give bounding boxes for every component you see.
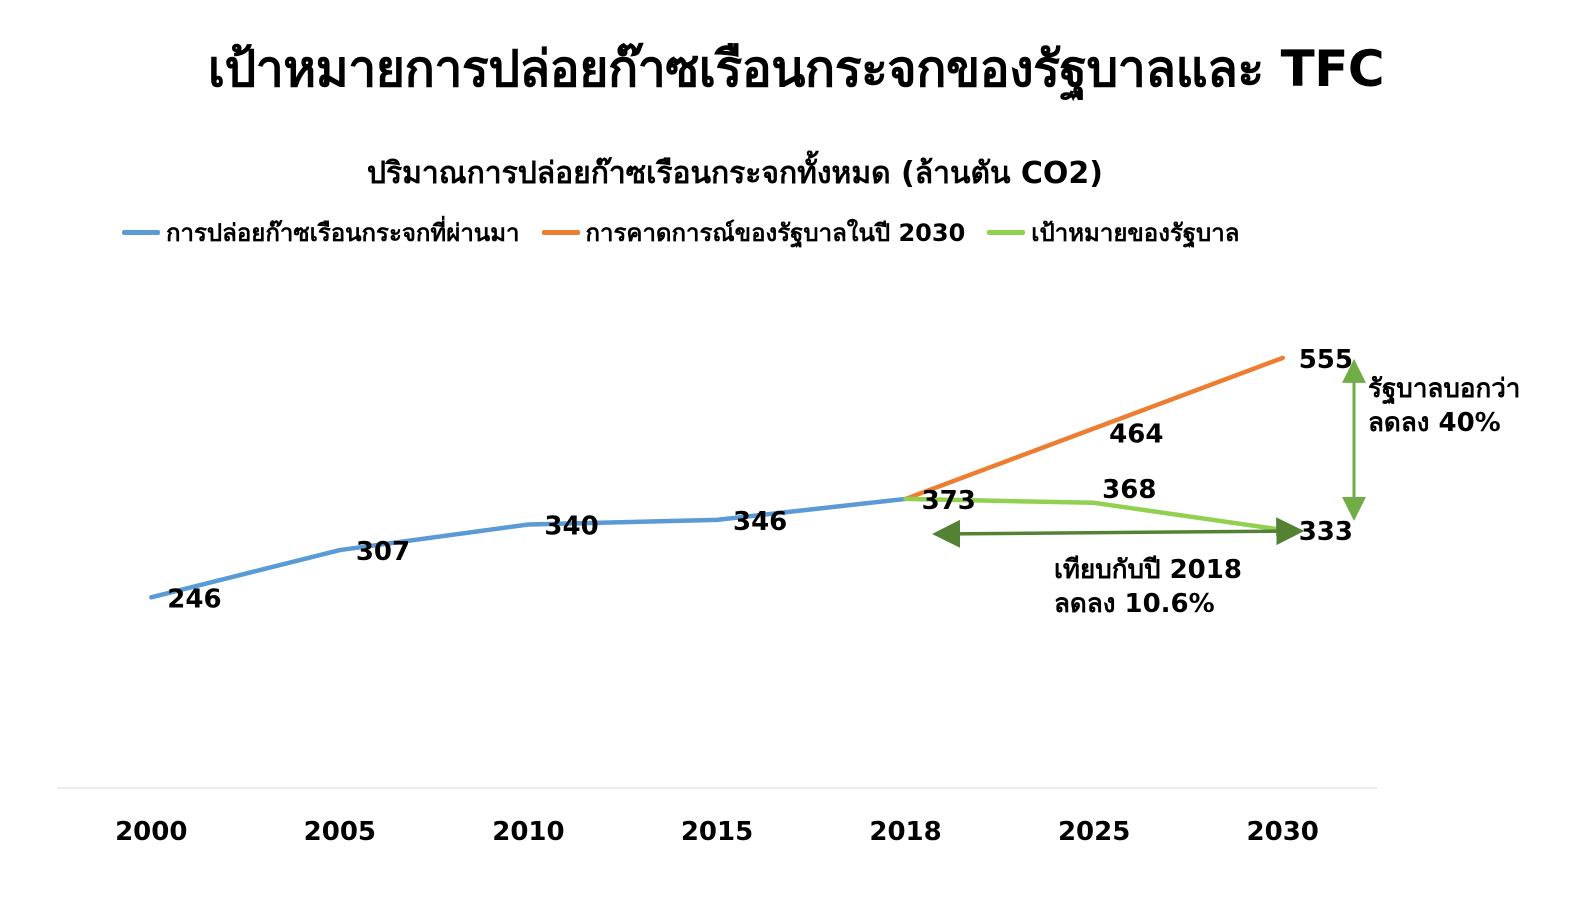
- legend-item-forecast: การคาดการณ์ของรัฐบาลในปี 2030: [541, 213, 966, 252]
- x-tick-label-2025: 2025: [1058, 817, 1130, 847]
- x-tick-label-2018: 2018: [869, 817, 941, 847]
- series-forecast-line: [903, 355, 1285, 502]
- legend-swatch-target: [987, 229, 1026, 235]
- series-historical-label-2018: 373: [922, 486, 976, 516]
- legend-label-historical: การปล่อยก๊าซเรือนกระจกที่ผ่านมา: [166, 218, 520, 247]
- legend-swatch-forecast: [541, 229, 580, 235]
- legend-label-forecast: การคาดการณ์ของรัฐบาลในปี 2030: [585, 218, 966, 247]
- annotation-vs-2018: เทียบกับปี 2018 ลดลง 10.6%: [1054, 553, 1242, 621]
- legend-item-historical: การปล่อยก๊าซเรือนกระจกที่ผ่านมา: [122, 213, 520, 252]
- x-tick-label-2005: 2005: [304, 817, 376, 847]
- annotation-vs-2018-line-1: เทียบกับปี 2018: [1054, 555, 1242, 585]
- legend-swatch-historical: [122, 229, 160, 235]
- annotation-gov-claim-line-2: ลดลง 40%: [1368, 408, 1501, 438]
- legend-item-target: เป้าหมายของรัฐบาล: [987, 213, 1239, 252]
- series-forecast-label-2025: 464: [1109, 419, 1163, 449]
- series-historical-label-2015: 346: [733, 507, 787, 537]
- chart-title: ปริมาณการปล่อยก๊าซเรือนกระจกทั้งหมด (ล้า…: [366, 156, 1104, 191]
- x-tick-label-2030: 2030: [1247, 817, 1319, 847]
- annotation-vs-2018-line-2: ลดลง 10.6%: [1054, 589, 1215, 619]
- series-historical-line: [149, 496, 908, 600]
- series-historical-label-2005: 307: [356, 537, 410, 567]
- x-tick-label-2010: 2010: [492, 817, 564, 847]
- legend-label-target: เป้าหมายของรัฐบาล: [1031, 218, 1240, 247]
- x-tick-label-2015: 2015: [681, 817, 753, 847]
- annotation-vs-2018-arrow: [932, 517, 1305, 548]
- annotation-gov-claim-line-1: รัฐบาลบอกว่า: [1368, 374, 1521, 404]
- x-tick-label-2000: 2000: [115, 817, 187, 847]
- page-title: เป้าหมายการปล่อยก๊าซเรือนกระจกของรัฐบาลแ…: [207, 40, 1385, 98]
- series-target-label-2025: 368: [1102, 475, 1156, 505]
- series-historical-label-2000: 246: [167, 584, 221, 614]
- series-forecast-label-2030: 555: [1299, 345, 1353, 375]
- series-target-label-2030: 333: [1299, 517, 1353, 547]
- annotation-gov-claim: รัฐบาลบอกว่า ลดลง 40%: [1368, 372, 1520, 440]
- series-historical-label-2010: 340: [544, 512, 598, 542]
- chart-legend: การปล่อยก๊าซเรือนกระจกที่ผ่านมา การคาดกา…: [122, 214, 1239, 250]
